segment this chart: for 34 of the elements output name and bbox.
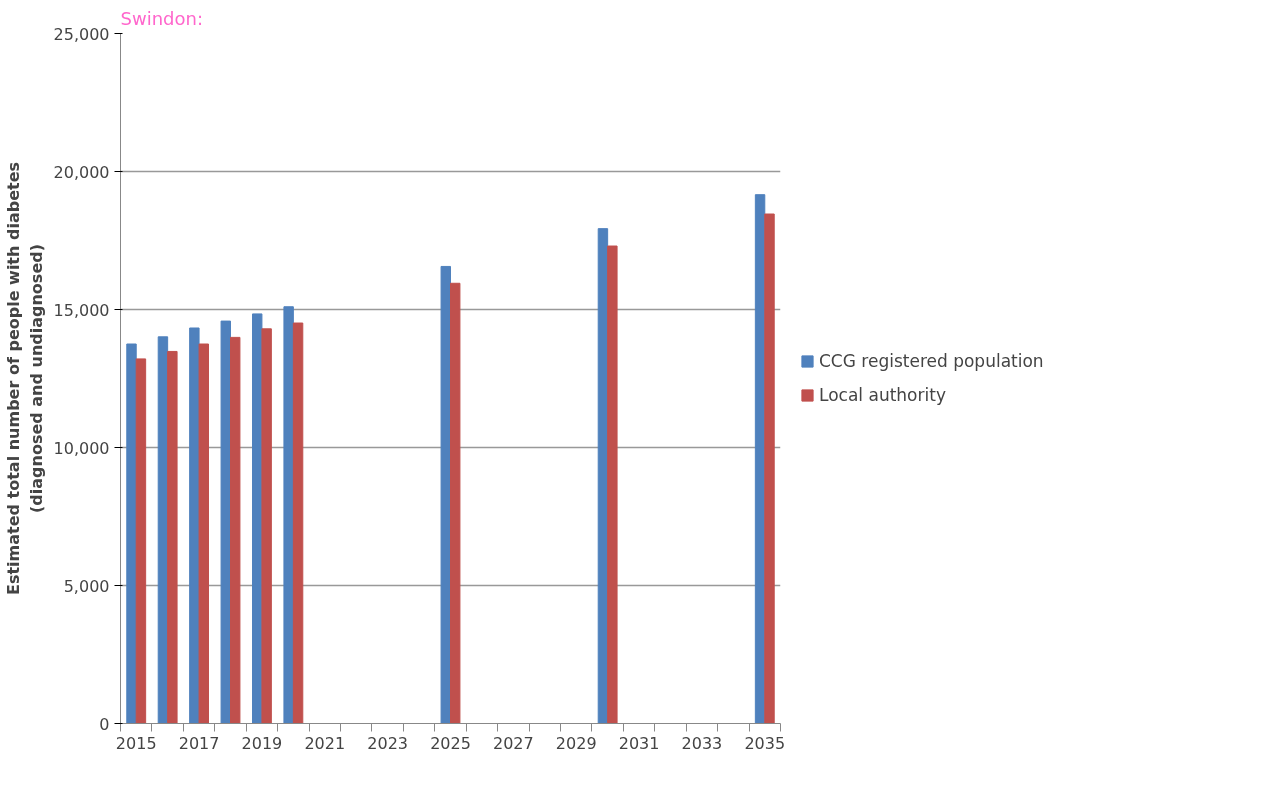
bar — [220, 320, 231, 724]
x-tick-label: 2035 — [744, 733, 786, 753]
bar — [126, 343, 137, 724]
y-axis-title: Estimated total number of people with diabetes (diagnosed and undiagnosed) — [3, 161, 46, 596]
y-tick-label: 20,000 — [53, 162, 110, 182]
y-tick-label: 10,000 — [53, 438, 110, 458]
x-tick-label: 2023 — [367, 733, 408, 753]
x-tick-label: 2015 — [115, 733, 157, 753]
y-tick-label: 25,000 — [53, 24, 110, 44]
bar — [230, 336, 241, 724]
x-tick-label: 2021 — [304, 733, 346, 753]
bar — [283, 306, 294, 724]
bar — [292, 322, 304, 724]
bar — [261, 328, 272, 724]
legend-label: CCG registered population — [819, 351, 1044, 371]
x-tick-label: 2019 — [241, 733, 283, 753]
bar — [607, 245, 618, 724]
y-tick-label: 15,000 — [53, 300, 110, 320]
bar — [440, 265, 451, 724]
y-tick-label: 0 — [99, 714, 110, 734]
legend-label: Local authority — [819, 385, 946, 405]
bar — [450, 282, 461, 724]
bar — [135, 358, 147, 724]
x-tick-label: 2017 — [178, 733, 220, 753]
bar — [198, 343, 209, 724]
y-tick-label: 5,000 — [63, 576, 110, 596]
chart-title: Swindon: — [120, 7, 203, 29]
x-tick-label: 2027 — [493, 733, 534, 753]
x-tick-label: 2031 — [618, 733, 660, 753]
x-tick-label: 2029 — [555, 733, 597, 753]
x-tick-label: 2033 — [681, 733, 723, 753]
x-tick-label: 2025 — [430, 733, 471, 753]
bar — [167, 350, 178, 724]
bar — [764, 213, 775, 724]
